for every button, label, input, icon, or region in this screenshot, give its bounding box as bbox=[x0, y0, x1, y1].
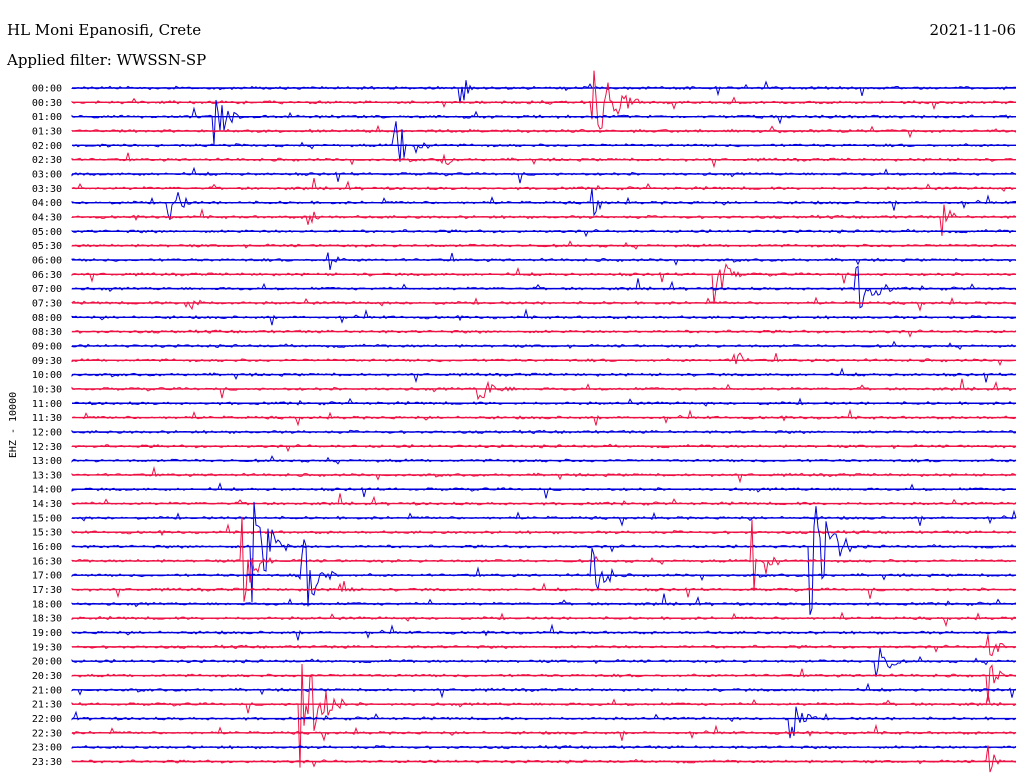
trace-line bbox=[71, 70, 1017, 130]
trace-line bbox=[71, 240, 1017, 250]
time-label: 13:00 bbox=[32, 456, 62, 467]
time-label: 15:00 bbox=[32, 513, 62, 524]
trace-line bbox=[71, 664, 1017, 702]
time-label: 03:30 bbox=[32, 184, 62, 195]
filter-label: Applied filter: WWSSN-SP bbox=[7, 51, 207, 69]
time-label: 10:00 bbox=[32, 370, 62, 381]
time-label: 01:00 bbox=[32, 112, 62, 123]
trace-line bbox=[71, 647, 1017, 677]
time-label: 01:30 bbox=[32, 126, 62, 137]
trace-line bbox=[71, 539, 1017, 607]
station-title: HL Moni Epanosifi, Crete bbox=[7, 21, 202, 39]
time-label: 08:30 bbox=[32, 327, 62, 338]
time-label: 03:00 bbox=[32, 169, 62, 180]
time-label: 16:30 bbox=[32, 556, 62, 567]
trace-line bbox=[71, 252, 1017, 271]
time-label: 04:30 bbox=[32, 212, 62, 223]
time-label: 12:00 bbox=[32, 427, 62, 438]
time-label: 18:30 bbox=[32, 614, 62, 625]
time-label: 14:00 bbox=[32, 485, 62, 496]
trace-line bbox=[71, 682, 1017, 699]
time-label-group: 00:00 00:30 01:00 01:30 02:00 02:30 03:00 03:30… bbox=[32, 84, 62, 769]
trace-line bbox=[71, 188, 1016, 220]
trace-line bbox=[71, 262, 1017, 304]
time-label: 21:30 bbox=[32, 700, 62, 711]
time-label: 07:30 bbox=[32, 298, 62, 309]
trace-line bbox=[71, 99, 1016, 145]
time-label: 04:00 bbox=[32, 198, 62, 209]
time-label: 02:30 bbox=[32, 155, 62, 166]
trace-line bbox=[71, 352, 1017, 367]
time-label: 10:30 bbox=[32, 384, 62, 395]
trace-line bbox=[71, 329, 1017, 338]
time-label: 02:00 bbox=[32, 141, 62, 152]
time-label: 12:30 bbox=[32, 442, 62, 453]
time-label: 06:00 bbox=[32, 255, 62, 266]
time-label: 19:00 bbox=[32, 628, 62, 639]
time-label: 13:30 bbox=[32, 470, 62, 481]
trace-line bbox=[71, 296, 1017, 312]
trace-line bbox=[71, 663, 1017, 768]
time-label: 05:30 bbox=[32, 241, 62, 252]
time-label: 20:00 bbox=[32, 657, 62, 668]
trace-line bbox=[71, 397, 1017, 407]
time-label: 14:30 bbox=[32, 499, 62, 510]
trace-line bbox=[71, 228, 1017, 238]
time-label: 09:00 bbox=[32, 341, 62, 352]
y-axis-label: EHZ - 10000 bbox=[8, 392, 19, 458]
time-label: 11:30 bbox=[32, 413, 62, 424]
time-label: 00:30 bbox=[32, 98, 62, 109]
time-label: 05:00 bbox=[32, 227, 62, 238]
time-label: 06:30 bbox=[32, 270, 62, 281]
time-label: 00:00 bbox=[32, 84, 62, 95]
time-label: 20:30 bbox=[32, 671, 62, 682]
time-label: 18:00 bbox=[32, 599, 62, 610]
trace-line bbox=[71, 80, 1016, 104]
trace-line bbox=[71, 367, 1017, 384]
trace-line bbox=[71, 482, 1016, 499]
trace-line bbox=[71, 745, 1017, 773]
trace-line bbox=[71, 443, 1017, 453]
time-label: 17:00 bbox=[32, 571, 62, 582]
time-label: 23:30 bbox=[32, 757, 62, 768]
time-label: 07:00 bbox=[32, 284, 62, 295]
time-label: 23:00 bbox=[32, 743, 62, 754]
time-label: 11:00 bbox=[32, 399, 62, 410]
trace-group bbox=[71, 70, 1017, 773]
time-label: 08:00 bbox=[32, 313, 62, 324]
trace-line bbox=[71, 611, 1017, 628]
time-label: 19:30 bbox=[32, 642, 62, 653]
date-label: 2021-11-06 bbox=[929, 21, 1016, 39]
time-label: 15:30 bbox=[32, 528, 62, 539]
time-label: 16:00 bbox=[32, 542, 62, 553]
time-label: 09:30 bbox=[32, 356, 62, 367]
trace-line bbox=[71, 634, 1017, 657]
time-label: 17:30 bbox=[32, 585, 62, 596]
time-label: 22:30 bbox=[32, 728, 62, 739]
trace-line bbox=[71, 523, 1017, 537]
time-label: 21:00 bbox=[32, 685, 62, 696]
time-label: 22:00 bbox=[32, 714, 62, 725]
trace-line bbox=[71, 177, 1017, 192]
trace-line bbox=[71, 166, 1017, 184]
